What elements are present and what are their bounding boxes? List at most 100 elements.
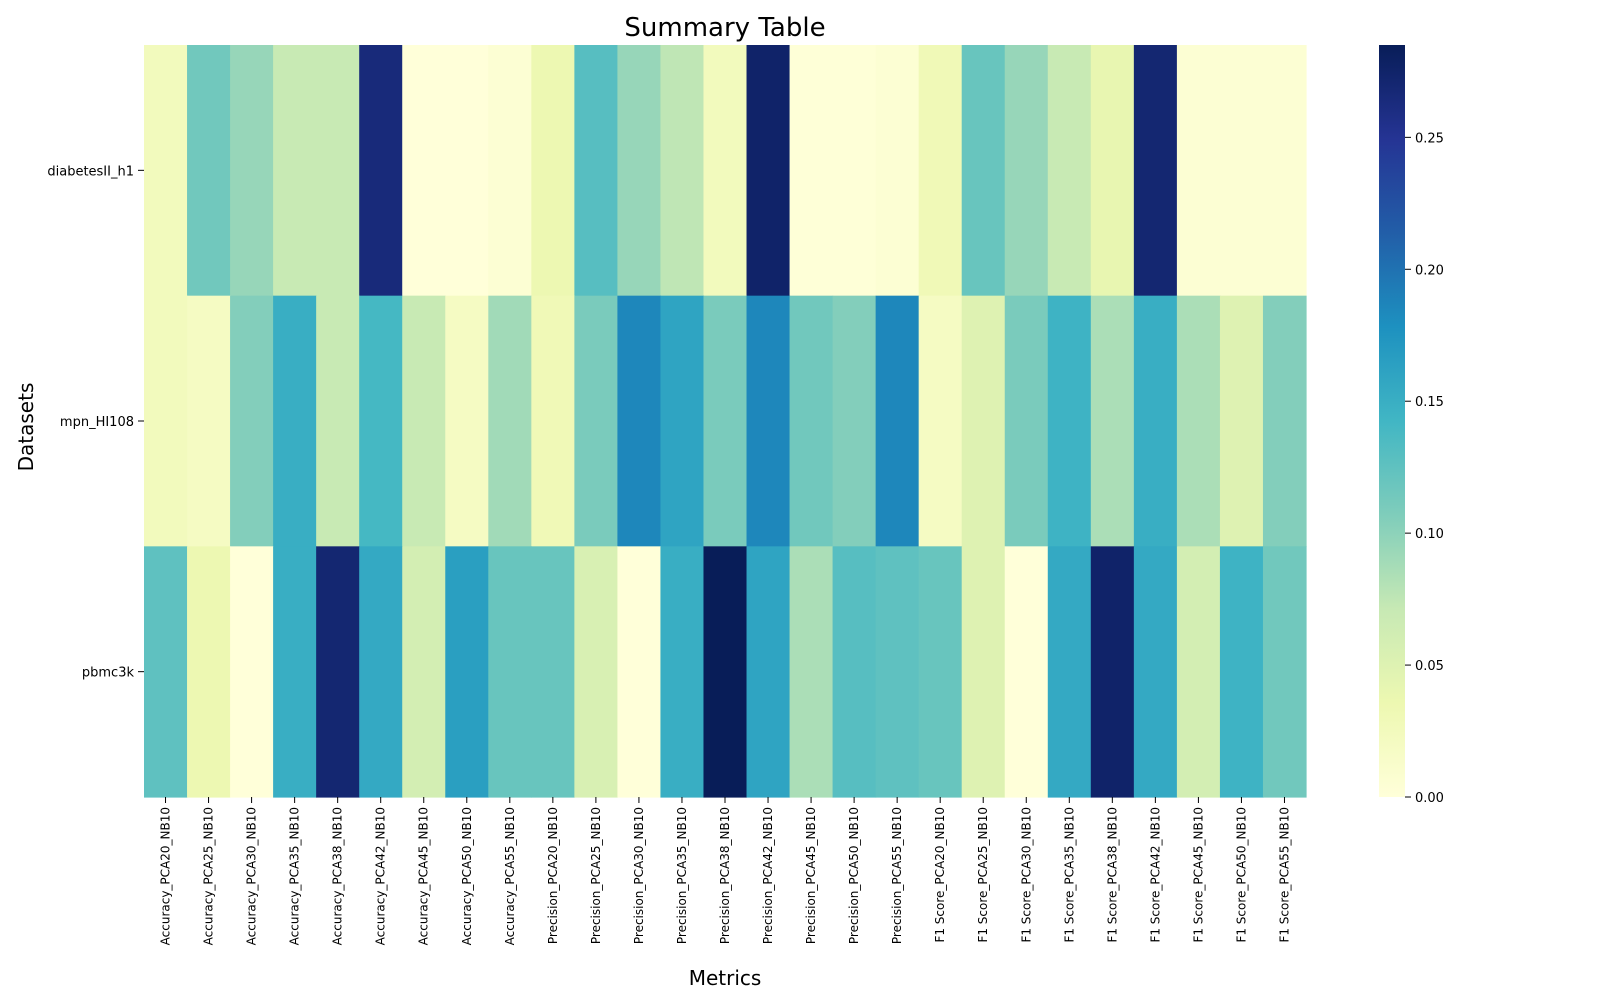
heatmap-cell <box>617 295 662 547</box>
heatmap-cell <box>660 45 705 297</box>
x-tick-label: Precision_PCA38_NB10 <box>718 807 732 944</box>
heatmap-cell <box>402 295 446 547</box>
colorbar-tick-label: 0.20 <box>1415 263 1444 278</box>
heatmap-cell <box>875 295 920 547</box>
x-tick-label: Precision_PCA55_NB10 <box>890 807 904 944</box>
x-tick-label: Accuracy_PCA30_NB10 <box>245 807 259 945</box>
heatmap-cell <box>144 295 188 547</box>
heatmap-cell <box>1004 45 1049 297</box>
heatmap-cell <box>1004 546 1049 798</box>
heatmap-cell <box>531 546 575 798</box>
x-tick-label: F1 Score_PCA42_NB10 <box>1148 807 1162 943</box>
heatmap-cell <box>1219 45 1264 297</box>
y-axis-ticks: diabetesII_h1 mpn_HI108 pbmc3k <box>47 164 144 681</box>
heatmap-cell <box>1262 546 1307 798</box>
heatmap-cell <box>230 546 274 798</box>
heatmap-cell <box>187 546 231 798</box>
x-tick-label: Accuracy_PCA38_NB10 <box>331 807 345 945</box>
heatmap-cell <box>488 546 532 798</box>
heatmap-cell <box>832 45 877 297</box>
heatmap-cell <box>574 546 619 798</box>
heatmap-cell <box>1133 45 1178 297</box>
heatmap-cell <box>531 45 575 297</box>
heatmap-cell <box>1047 546 1092 798</box>
heatmap-cell <box>316 295 360 547</box>
colorbar-tick-label: 0.00 <box>1415 791 1444 806</box>
heatmap-cell <box>832 546 877 798</box>
heatmap-cell <box>703 295 748 547</box>
x-tick-label: Precision_PCA35_NB10 <box>675 807 689 944</box>
heatmap-cell <box>1219 295 1264 547</box>
heatmap-cell <box>961 295 1006 547</box>
heatmap-cell <box>1004 295 1049 547</box>
heatmap-cell <box>574 295 619 547</box>
chart-title: Summary Table <box>624 13 825 43</box>
x-tick-label: Accuracy_PCA20_NB10 <box>159 807 173 945</box>
heatmap-cell <box>273 546 317 798</box>
heatmap-cell <box>1047 45 1092 297</box>
heatmap-cell <box>918 295 963 547</box>
heatmap-cell <box>746 295 791 547</box>
heatmap-cell <box>1262 295 1307 547</box>
heatmap-cell <box>1262 45 1307 297</box>
x-tick-label: F1 Score_PCA45_NB10 <box>1191 807 1205 943</box>
x-tick-label: Accuracy_PCA25_NB10 <box>202 807 216 945</box>
y-tick-label: diabetesII_h1 <box>47 164 134 179</box>
colorbar-ticks: 0.00 0.05 0.10 0.15 0.20 0.25 <box>1405 131 1444 806</box>
x-axis-label: Metrics <box>689 966 762 990</box>
x-tick-label: Accuracy_PCA45_NB10 <box>417 807 431 945</box>
heatmap-cell <box>402 45 446 297</box>
heatmap-cell <box>359 546 403 798</box>
heatmap-cell <box>1176 45 1221 297</box>
heatmap-cell <box>445 295 489 547</box>
heatmap-cell <box>1090 546 1135 798</box>
colorbar <box>1379 45 1405 797</box>
heatmap-cell <box>789 546 834 798</box>
heatmap-cell <box>1176 546 1221 798</box>
x-tick-label: Accuracy_PCA42_NB10 <box>374 807 388 945</box>
heatmap-cells <box>144 45 1307 798</box>
heatmap-cell <box>660 295 705 547</box>
heatmap-cell <box>746 45 791 297</box>
heatmap-cell <box>144 546 188 798</box>
y-tick-label: mpn_HI108 <box>60 415 134 430</box>
heatmap-cell <box>574 45 619 297</box>
heatmap-cell <box>1133 295 1178 547</box>
x-tick-label: F1 Score_PCA25_NB10 <box>976 807 990 943</box>
heatmap-cell <box>402 546 446 798</box>
colorbar-tick-label: 0.10 <box>1415 527 1444 542</box>
heatmap-cell <box>316 546 360 798</box>
heatmap-cell <box>918 45 963 297</box>
colorbar-tick-label: 0.25 <box>1415 131 1444 146</box>
x-tick-label: Precision_PCA20_NB10 <box>546 807 560 944</box>
x-tick-label: Precision_PCA30_NB10 <box>632 807 646 944</box>
x-tick-label: Precision_PCA50_NB10 <box>847 807 861 944</box>
heatmap-cell <box>703 546 748 798</box>
x-tick-label: F1 Score_PCA50_NB10 <box>1234 807 1248 943</box>
heatmap-cell <box>1133 546 1178 798</box>
colorbar-tick-label: 0.15 <box>1415 395 1444 410</box>
heatmap-cell <box>1090 295 1135 547</box>
heatmap-cell <box>703 45 748 297</box>
heatmap-cell <box>359 45 403 297</box>
heatmap-cell <box>445 546 489 798</box>
heatmap-cell <box>660 546 705 798</box>
x-tick-label: Precision_PCA25_NB10 <box>589 807 603 944</box>
heatmap-cell <box>187 295 231 547</box>
heatmap-cell <box>746 546 791 798</box>
heatmap-cell <box>230 45 274 297</box>
heatmap-cell <box>445 45 489 297</box>
heatmap-cell <box>1219 546 1264 798</box>
x-tick-label: F1 Score_PCA55_NB10 <box>1277 807 1291 943</box>
heatmap-cell <box>230 295 274 547</box>
heatmap-cell <box>1047 295 1092 547</box>
heatmap-cell <box>832 295 877 547</box>
x-tick-label: Precision_PCA42_NB10 <box>761 807 775 944</box>
heatmap-cell <box>488 45 532 297</box>
heatmap-cell <box>273 45 317 297</box>
x-tick-label: Accuracy_PCA55_NB10 <box>503 807 517 945</box>
heatmap-cell <box>789 45 834 297</box>
heatmap-cell <box>961 546 1006 798</box>
heatmap-cell <box>875 45 920 297</box>
heatmap-cell <box>273 295 317 547</box>
